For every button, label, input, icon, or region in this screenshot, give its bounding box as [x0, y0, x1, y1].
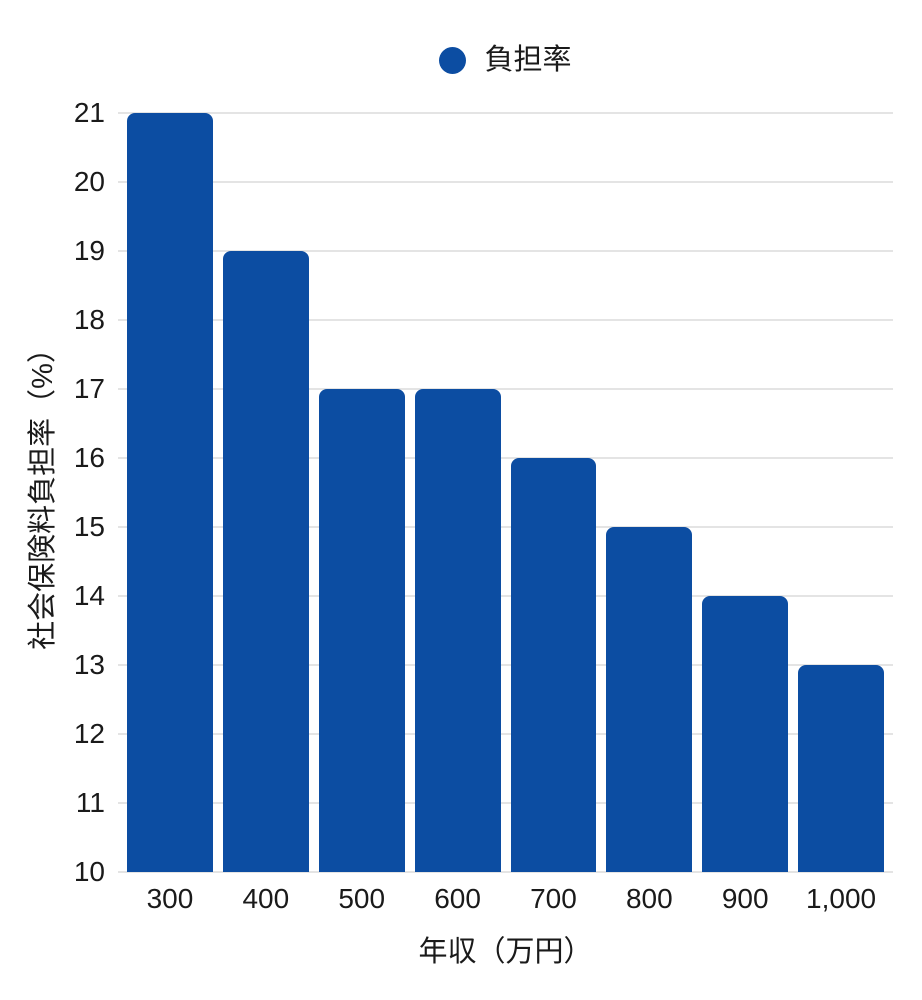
y-tick-label-18: 18	[73, 304, 105, 335]
gridline-y-11	[118, 802, 893, 804]
x-tick-label-900: 900	[721, 883, 769, 914]
y-tick-label-12: 12	[73, 718, 105, 749]
bar-900	[702, 596, 789, 872]
x-tick-label-300: 300	[146, 883, 194, 914]
legend-label: 負担率	[484, 43, 572, 76]
gridline-y-13	[118, 664, 893, 666]
bar-700	[510, 458, 597, 872]
legend-circle-icon	[439, 46, 467, 74]
x-tick-label-500: 500	[338, 883, 386, 914]
bar-1,000	[798, 665, 884, 872]
y-tick-label-15: 15	[73, 511, 105, 542]
gridline-y-17	[118, 388, 893, 390]
bar-500	[318, 389, 405, 872]
x-axis-tick-labels: 300 400 500 600 700 800 900 1,000	[118, 883, 893, 915]
bar-800	[606, 527, 693, 872]
y-tick-label-14: 14	[73, 580, 105, 611]
gridline-y-12	[118, 733, 893, 735]
gridline-y-18	[118, 319, 893, 321]
legend: 負担率	[118, 40, 893, 80]
x-tick-label-1,000: 1,000	[806, 883, 877, 914]
x-tick-label-600: 600	[434, 883, 481, 914]
gridline-y-20	[118, 181, 893, 183]
gridline-y-10	[118, 871, 893, 873]
y-tick-label-20: 20	[73, 166, 105, 197]
x-axis-title: 年収（万円）	[418, 936, 593, 968]
bar-400	[222, 251, 309, 872]
bar-600	[414, 389, 501, 872]
plot-area	[118, 112, 893, 873]
gridline-y-19	[118, 250, 893, 252]
y-tick-label-19: 19	[73, 235, 105, 266]
gridline-y-15	[118, 526, 893, 528]
gridline-y-16	[118, 457, 893, 459]
x-tick-label-400: 400	[242, 883, 290, 914]
y-tick-label-11: 11	[75, 787, 105, 818]
gridline-y-21	[118, 112, 893, 114]
bars-group	[118, 113, 893, 872]
y-tick-label-10: 10	[73, 856, 105, 887]
bar-300	[127, 113, 213, 872]
gridline-y-14	[118, 595, 893, 597]
y-axis-tick-labels: 10 11 12 13 14 15 16 17 18 19 20 21	[0, 99, 105, 886]
x-tick-label-700: 700	[530, 883, 577, 914]
gridlines	[118, 112, 893, 873]
x-tick-label-800: 800	[625, 883, 673, 914]
y-tick-label-13: 13	[73, 649, 105, 680]
y-tick-label-16: 16	[73, 442, 105, 473]
y-tick-label-21: 21	[73, 97, 105, 128]
y-tick-label-17: 17	[73, 373, 105, 404]
